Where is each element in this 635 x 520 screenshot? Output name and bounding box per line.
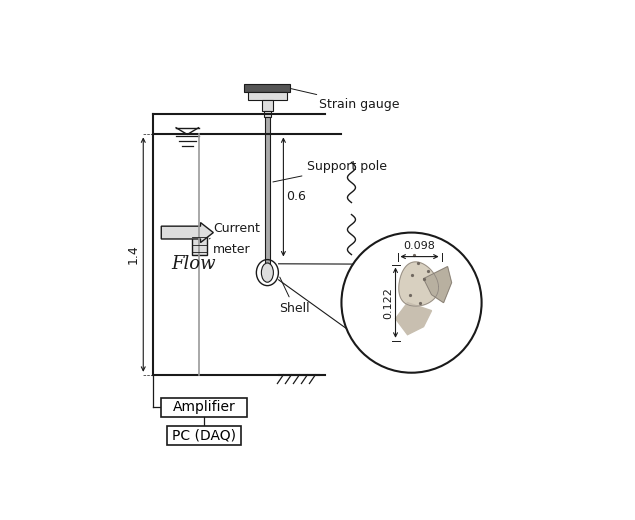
Text: Strain gauge: Strain gauge [291, 88, 400, 111]
Text: Current: Current [213, 222, 260, 235]
Polygon shape [396, 303, 432, 335]
Text: PC (DAQ): PC (DAQ) [172, 428, 236, 442]
Text: 0.122: 0.122 [384, 287, 393, 319]
Text: Flow: Flow [171, 255, 216, 272]
Ellipse shape [262, 263, 274, 282]
Text: meter: meter [213, 242, 251, 255]
Circle shape [342, 232, 481, 373]
FancyArrow shape [161, 223, 213, 242]
Bar [264, 111, 271, 117]
Bar [161, 397, 248, 417]
Text: 0.098: 0.098 [404, 241, 436, 251]
Polygon shape [399, 262, 439, 306]
Bar [167, 425, 241, 445]
Bar [192, 234, 207, 255]
Text: 0.6: 0.6 [286, 190, 307, 203]
Polygon shape [424, 267, 451, 303]
Text: Amplifier: Amplifier [173, 400, 236, 414]
Bar [244, 84, 290, 93]
Bar [248, 93, 287, 100]
Text: Support pole: Support pole [273, 160, 387, 182]
Bar [262, 100, 273, 111]
Text: 1.4: 1.4 [127, 245, 140, 265]
Bar [265, 117, 270, 265]
Text: Shell: Shell [279, 277, 310, 315]
